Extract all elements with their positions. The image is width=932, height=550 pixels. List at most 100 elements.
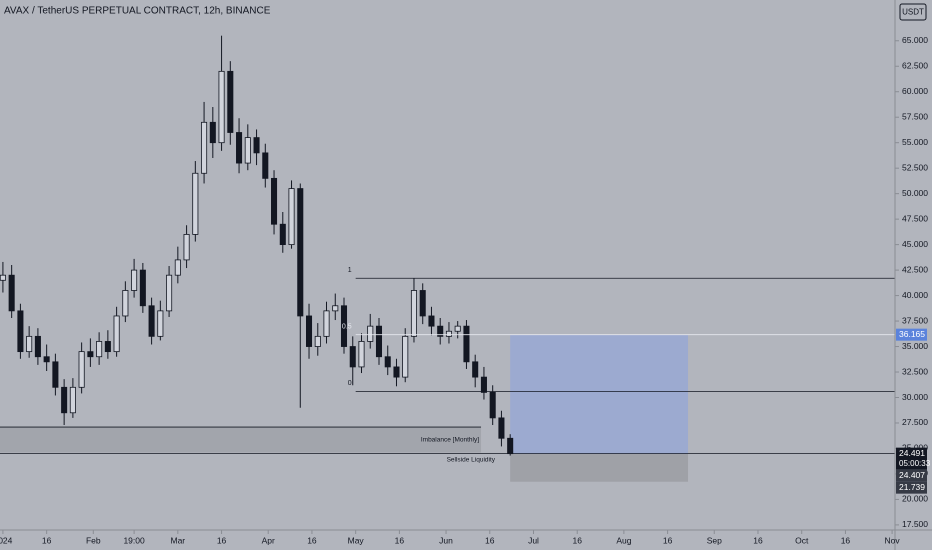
- y-tick-label: 47.500: [902, 213, 928, 223]
- y-tick-label: 65.000: [902, 35, 928, 45]
- candle-body: [375, 325, 383, 358]
- candle-body: [139, 269, 146, 307]
- candle-body: [384, 356, 391, 368]
- candle-body: [17, 310, 24, 353]
- liquidity-label: Sellside Liquidity: [447, 456, 496, 463]
- candle-body: [131, 269, 138, 291]
- y-tick-label: 42.500: [902, 264, 928, 274]
- chart-title: AVAX / TetherUS PERPETUAL CONTRACT, 12h,…: [4, 6, 271, 17]
- candle-body: [262, 152, 269, 179]
- x-tick-label: 19:00: [123, 535, 145, 545]
- candle-body: [78, 351, 85, 388]
- candle-body: [480, 376, 487, 393]
- candle-body: [297, 188, 304, 317]
- x-tick-label: 16: [663, 535, 673, 545]
- candle-body: [227, 70, 234, 133]
- x-tick-label: 16: [307, 535, 317, 545]
- x-tick-label: 16: [753, 535, 763, 545]
- y-tick-label: 57.500: [902, 111, 928, 121]
- zone: [510, 453, 689, 482]
- y-tick-label: 35.000: [902, 341, 928, 351]
- candle-body: [34, 335, 41, 358]
- candle-body: [43, 356, 50, 363]
- candle-body: [113, 315, 120, 353]
- x-tick-label: Jul: [528, 535, 539, 545]
- x-tick-label: 16: [572, 535, 582, 545]
- x-tick-label: 16: [395, 535, 405, 545]
- y-tick-label: 20.000: [902, 494, 928, 504]
- x-tick-label: Oct: [795, 535, 809, 545]
- candle-body: [183, 234, 190, 261]
- candle-body: [393, 366, 400, 378]
- price-label-box: [896, 481, 927, 494]
- candle-body: [244, 137, 251, 164]
- candle-body: [463, 325, 470, 363]
- candle-body: [428, 315, 435, 327]
- candle-body: [288, 188, 295, 246]
- price-label: 21.739: [899, 482, 925, 492]
- x-tick-label: Jun: [439, 535, 453, 545]
- candle-body: [148, 305, 155, 337]
- y-tick-label: 37.500: [902, 315, 928, 325]
- y-tick-label: 27.500: [902, 417, 928, 427]
- x-tick-label: 16: [42, 535, 52, 545]
- candle-body: [410, 290, 417, 337]
- candle-body: [52, 361, 59, 388]
- price-label: 24.491: [899, 448, 925, 458]
- x-tick-label: 16: [217, 535, 227, 545]
- candle-body: [166, 274, 173, 312]
- candle-body: [279, 223, 286, 246]
- y-tick-label: 40.000: [902, 290, 928, 300]
- y-tick-label: 30.000: [902, 392, 928, 402]
- candle-body: [454, 325, 461, 332]
- x-tick-label: 2024: [0, 535, 13, 545]
- candle-body: [8, 274, 15, 312]
- y-tick-label: 55.000: [902, 137, 928, 147]
- candle-body: [305, 315, 313, 347]
- price-label: 24.407: [899, 470, 925, 480]
- candle-body: [314, 335, 321, 347]
- candle-body: [174, 259, 181, 276]
- candle-body: [104, 341, 111, 353]
- candle-body: [26, 335, 33, 353]
- candle-body: [96, 341, 103, 358]
- candle-body: [367, 325, 374, 342]
- price-label-box: [896, 447, 927, 470]
- zone: [0, 427, 482, 453]
- x-tick-label: Feb: [86, 535, 101, 545]
- candle-body: [437, 325, 444, 337]
- price-label-box: [896, 469, 927, 482]
- candle-body: [0, 274, 6, 281]
- candle-body: [332, 305, 339, 312]
- candle-body: [419, 290, 426, 317]
- candle-body: [340, 305, 348, 347]
- x-tick-label: May: [348, 535, 365, 545]
- candle-body: [218, 70, 225, 144]
- candle-body: [69, 386, 76, 414]
- price-label-box: [896, 328, 927, 341]
- candle-body: [349, 346, 356, 368]
- candle-body: [358, 341, 365, 368]
- candle-body: [489, 392, 496, 419]
- y-tick-label: 62.500: [902, 61, 928, 71]
- candle-body: [209, 121, 216, 144]
- currency[interactable]: USDT: [902, 8, 924, 17]
- candle-body: [271, 177, 278, 225]
- candle-body: [157, 310, 164, 337]
- currency-box[interactable]: [899, 3, 927, 21]
- x-tick-label: Aug: [616, 535, 631, 545]
- x-tick-label: 16: [841, 535, 851, 545]
- x-tick-label: Apr: [262, 535, 275, 545]
- fib-label: 0: [348, 380, 352, 387]
- candle-body: [472, 361, 479, 378]
- x-tick-label: Sep: [707, 535, 722, 545]
- fib-label: 1: [348, 267, 352, 274]
- x-tick-label: 16: [485, 535, 495, 545]
- price-label: 36.165: [899, 329, 925, 339]
- candle-body: [192, 172, 199, 235]
- y-tick-label: 17.500: [902, 519, 928, 529]
- countdown: 05:00:33: [899, 459, 931, 468]
- y-tick-label: 52.500: [902, 162, 928, 172]
